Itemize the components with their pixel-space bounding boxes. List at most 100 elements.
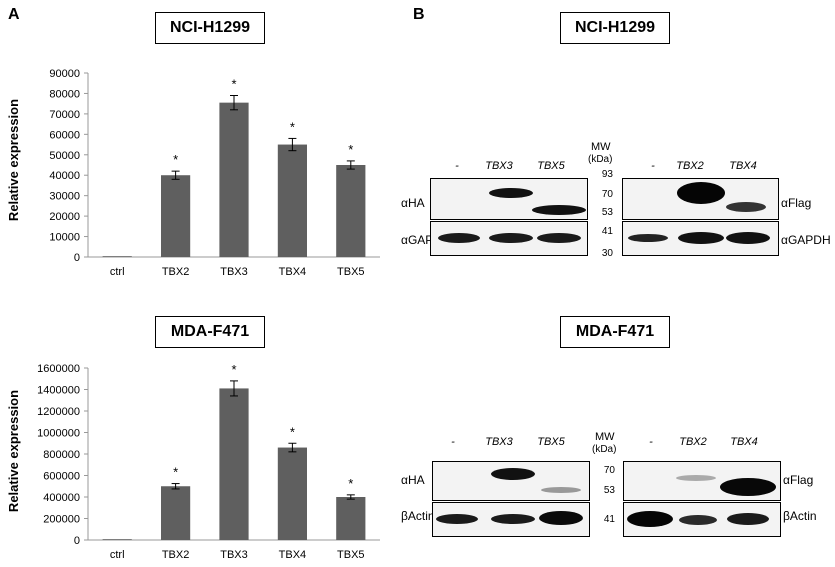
blot2-right-top-antibody: αFlag [783, 473, 814, 487]
y-tick-label: 400000 [43, 492, 80, 504]
blot2-mw-70: 70 [603, 465, 615, 476]
y-tick-label: 1000000 [37, 428, 80, 440]
bar-chart-nci-h1299: Relative expression 0 10000 20000 30000 4000… [6, 68, 380, 278]
blot1-right-top-membrane [622, 178, 779, 220]
band [537, 233, 581, 243]
blot2-right-lane-1: - [649, 436, 653, 448]
band [720, 478, 776, 496]
x-tick-label: TBX4 [279, 266, 307, 278]
blot1-right-top-antibody: αFlag [781, 196, 812, 210]
blot2-left-lane-2: TBX3 [485, 436, 513, 448]
bar [161, 486, 191, 540]
band [489, 233, 533, 243]
y-tick-label: 200000 [43, 514, 80, 526]
blot2-right-bottom-antibody: βActin [783, 509, 817, 523]
chart1-cell-line: NCI-H1299 [169, 19, 251, 36]
y-tick-label: 1600000 [37, 363, 80, 375]
x-tick-label: TBX2 [162, 549, 190, 561]
bar [219, 388, 249, 540]
band [491, 468, 535, 480]
blot2-left-bottom-bands [436, 511, 583, 525]
blot2-left-bottom-antibody: βActin [401, 509, 435, 523]
blot1-left-top-membrane [430, 178, 588, 220]
band [539, 511, 583, 525]
bar [277, 447, 307, 540]
blot2-cell-line: MDA-F471 [575, 323, 655, 340]
blot2-mw-header: MW [595, 431, 615, 443]
bar [336, 497, 366, 540]
blot2-right-bottom-membrane [623, 502, 781, 537]
y-tick-label: 60000 [49, 129, 80, 141]
blot1-mw-unit: (kDa) [588, 154, 613, 165]
blot2-mw-53: 53 [603, 485, 615, 496]
y-tick-label: 80000 [49, 88, 80, 100]
y-tick-label: 90000 [49, 68, 80, 80]
band [677, 182, 725, 204]
blot1-right-bottom-membrane [622, 221, 779, 256]
blot1-cell-line-box: NCI-H1299 [560, 12, 670, 44]
blot2-mw-41: 41 [603, 514, 615, 525]
chart1-cell-line-box: NCI-H1299 [155, 12, 265, 44]
bar [219, 102, 249, 257]
blot1-cell-line: NCI-H1299 [574, 19, 656, 36]
x-tick-label: TBX2 [162, 266, 190, 278]
blot2-left-lane-3: TBX5 [537, 436, 565, 448]
bar [161, 175, 191, 257]
bar [277, 144, 307, 257]
x-tick-label: TBX3 [220, 549, 248, 561]
blot2-left-top-antibody: αHA [401, 473, 425, 487]
blot2-right-top-membrane [623, 461, 781, 501]
blot1-right-lane-3: TBX4 [729, 160, 757, 172]
blot1-right-lane-2: TBX2 [676, 160, 704, 172]
chart2-cell-line: MDA-F471 [170, 323, 250, 340]
x-tick-label: ctrl [110, 549, 125, 561]
blot1-right-bottom-antibody: αGAPDH [781, 233, 831, 247]
y-tick-label: 30000 [49, 191, 80, 203]
blot2-left-bottom-membrane [432, 502, 590, 537]
significance-star: * [348, 476, 353, 491]
x-tick-label: TBX4 [279, 549, 307, 561]
y-tick-label: 1200000 [37, 406, 80, 418]
chart2-cell-line-box: MDA-F471 [155, 316, 265, 348]
band [726, 232, 770, 244]
significance-star: * [231, 362, 236, 377]
y-tick-label: 1400000 [37, 385, 80, 397]
chart1-ylabel: Relative expression [6, 99, 21, 221]
blot1-right-bottom-bands [628, 232, 770, 244]
band [436, 514, 478, 524]
blot2-mw-unit: (kDa) [592, 444, 617, 455]
blot1-mw-93: 93 [601, 169, 613, 180]
x-tick-label: TBX5 [337, 549, 365, 561]
blot1-mw-70: 70 [601, 189, 613, 200]
y-tick-label: 40000 [49, 170, 80, 182]
blot1-mw-41: 41 [601, 226, 613, 237]
blot1-left-lane-1: - [455, 160, 459, 172]
significance-star: * [173, 465, 178, 480]
blot1-left-top-bands [489, 188, 586, 215]
blot1-left-bottom-bands [438, 233, 581, 243]
blot2-right-lane-3: TBX4 [730, 436, 758, 448]
band [726, 202, 766, 212]
band [438, 233, 480, 243]
band [727, 513, 769, 525]
band [489, 188, 533, 198]
band [628, 234, 668, 242]
blot2-right-lane-2: TBX2 [679, 436, 707, 448]
y-tick-label: 70000 [49, 109, 80, 121]
blot1-mw-53: 53 [601, 207, 613, 218]
y-tick-label: 20000 [49, 211, 80, 223]
blot1-mw-header: MW [591, 141, 611, 153]
bar [102, 539, 132, 540]
panel-a-letter: A [8, 6, 20, 23]
blot1-left-lane-3: TBX5 [537, 160, 565, 172]
significance-star: * [290, 119, 295, 134]
significance-star: * [290, 424, 295, 439]
y-tick-label: 0 [74, 535, 80, 547]
blot1-mw-30: 30 [601, 248, 613, 259]
blot2-cell-line-box: MDA-F471 [560, 316, 670, 348]
band [627, 511, 673, 527]
blot2-right-top-bands [676, 475, 776, 496]
significance-star: * [173, 152, 178, 167]
band [678, 232, 724, 244]
y-tick-label: 800000 [43, 449, 80, 461]
